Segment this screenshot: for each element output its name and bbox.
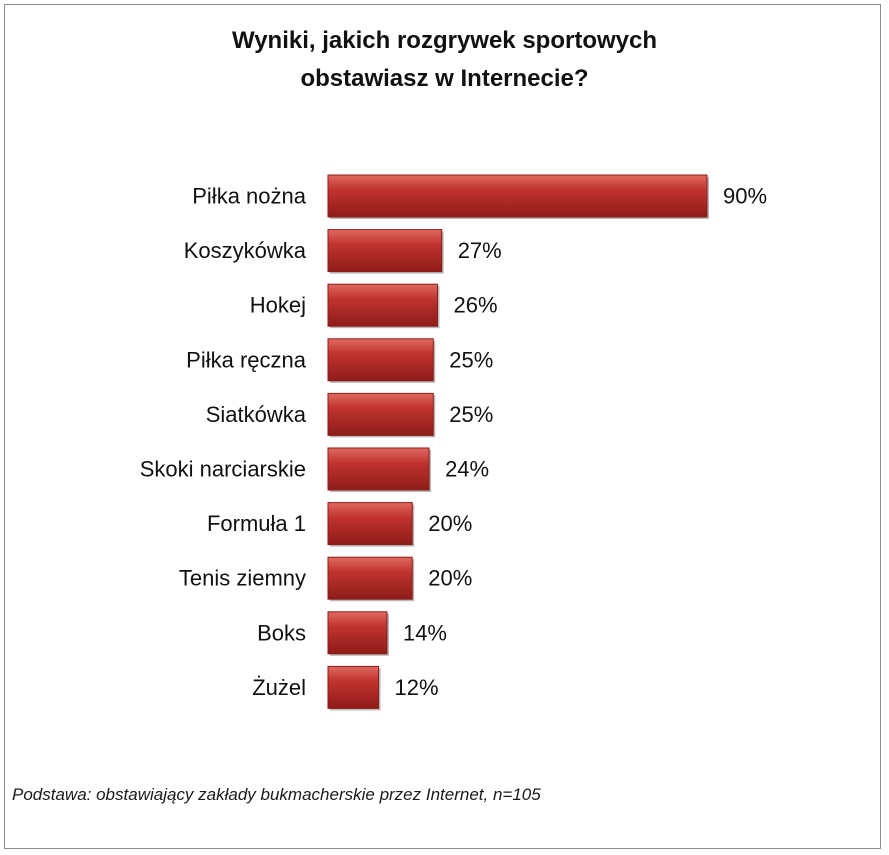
value-label: 12% xyxy=(395,675,439,700)
category-label: Koszykówka xyxy=(184,238,307,263)
category-label: Piłka ręczna xyxy=(186,347,307,372)
value-label: 20% xyxy=(428,566,472,591)
bar xyxy=(327,556,413,600)
category-label: Żużel xyxy=(252,675,306,700)
category-label: Boks xyxy=(257,620,306,645)
value-label: 25% xyxy=(449,402,493,427)
category-label: Piłka nożna xyxy=(192,184,307,209)
footnote: Podstawa: obstawiający zakłady bukmacher… xyxy=(12,785,541,804)
chart-frame xyxy=(4,4,881,849)
category-label: Hokej xyxy=(250,293,306,318)
category-label: Tenis ziemny xyxy=(179,566,306,591)
bar xyxy=(327,665,380,709)
value-label: 25% xyxy=(449,347,493,372)
bar xyxy=(327,174,708,218)
value-label: 20% xyxy=(428,511,472,536)
value-label: 26% xyxy=(453,293,497,318)
bar xyxy=(327,502,413,546)
value-label: 90% xyxy=(723,184,767,209)
value-label: 27% xyxy=(458,238,502,263)
bar xyxy=(327,611,388,655)
bar xyxy=(327,338,434,382)
chart-title: Wyniki, jakich rozgrywek sportowych obst… xyxy=(0,22,889,98)
bar xyxy=(327,229,443,273)
bar xyxy=(327,447,430,491)
bar xyxy=(327,283,438,327)
value-label: 14% xyxy=(403,620,447,645)
value-label: 24% xyxy=(445,457,489,482)
category-label: Skoki narciarskie xyxy=(140,457,306,482)
chart-title-line-2: obstawiasz w Internecie? xyxy=(300,65,589,92)
category-label: Siatkówka xyxy=(206,402,307,427)
chart-title-line-1: Wyniki, jakich rozgrywek sportowych xyxy=(231,27,657,54)
bars-layer: Piłka nożna 90% Koszykówka 27% Hokej 26% Piłka… xyxy=(140,174,767,711)
bar xyxy=(327,392,434,436)
category-label: Formuła 1 xyxy=(207,511,306,536)
